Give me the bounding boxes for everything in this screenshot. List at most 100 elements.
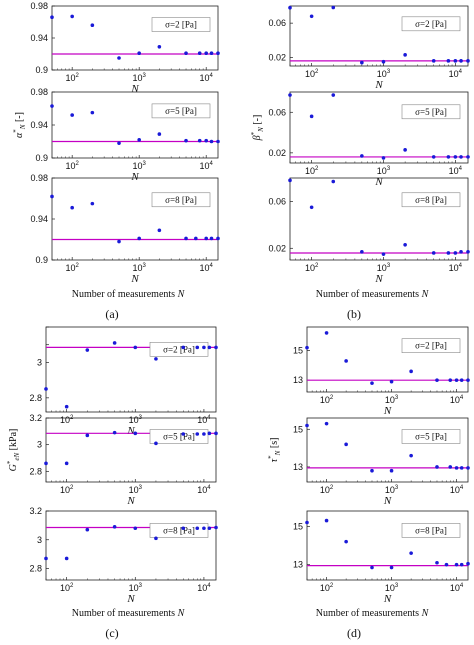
data-point [214,345,218,350]
x-axis-label: N [383,405,392,417]
x-tick-label: 104 [200,263,214,273]
x-tick-label: 102 [65,263,79,273]
data-point [112,430,117,435]
y-tick-label: 2.8 [29,564,42,574]
data-point [403,148,407,152]
data-point [466,250,470,254]
data-point [202,526,206,531]
data-point [370,381,374,385]
x-tick-label: 103 [377,69,391,79]
x-tick-label: 103 [129,583,143,593]
data-point [207,345,212,350]
y-tick-label: 0.9 [35,255,48,265]
y-tick-label: 2.8 [29,466,42,476]
y-tick-label: 13 [293,462,303,472]
data-point [431,59,436,63]
data-point [305,520,309,525]
data-point [50,194,54,199]
data-point [466,561,470,566]
x-axis-label: N [126,593,135,605]
data-point [216,236,220,241]
data-point [446,155,451,159]
y-tick-label: 3 [37,357,42,367]
data-point [204,236,208,241]
data-point [331,5,336,10]
data-point [389,379,394,384]
plot-frame [51,91,219,159]
subplot-d-2: 13 15 102 103 104 Nτ*N [s] σ=5 [Pa] [267,417,470,507]
data-point [117,141,121,145]
legend-text: σ=2 [Pa] [415,19,447,29]
data-point [309,114,314,119]
data-point [216,51,220,55]
y-tick-label: 0.94 [30,214,48,224]
panel-label-c: (c) [105,626,118,640]
legend-box [149,429,209,444]
legend-box [401,104,461,120]
legend-text: σ=5 [Pa] [165,106,197,116]
data-point [435,378,439,382]
data-point [435,560,439,565]
y-tick-label: 3 [37,535,42,545]
panel-label-b: (b) [347,307,361,321]
plot-frame [51,5,219,71]
data-point [331,179,336,184]
y-tick-label: 15 [293,424,303,434]
data-point [137,51,141,55]
y-tick-label: 0.02 [268,52,286,62]
data-point [154,357,158,361]
data-point [305,423,309,428]
subplot-a-1: 0.9 0.94 0.98 102 103 104 Nσ=2 [Pa] [30,1,220,95]
data-point [431,155,436,159]
data-point [381,59,386,64]
data-point [360,154,364,158]
data-point [381,252,386,256]
y-tick-label: 0.02 [268,243,286,253]
data-point [288,93,292,97]
data-point [453,251,458,255]
subplot-c-2: 2.8 3 3.2 102 103 104 N G*eN [kPa] σ=5 [Pa] [6,413,218,507]
subplot-d-3: 13 15 102 103 104 Nσ=8 [Pa] [293,510,470,605]
x-axis-title-b: Number of measurements N [316,289,430,300]
data-point [137,236,141,241]
data-point [50,15,54,19]
data-point [44,556,48,561]
plot-frame [45,417,217,483]
data-point [324,331,329,335]
y-tick-label: 0.98 [30,87,48,97]
data-point [431,251,436,255]
x-axis-label: N [126,425,135,437]
y-tick-label: 0.9 [35,153,48,163]
x-tick-label: 102 [320,485,334,495]
data-point [202,432,206,436]
legend-box [401,523,461,538]
legend-box [151,17,211,32]
data-point [454,378,459,382]
data-point [133,526,138,531]
x-tick-label: 102 [320,583,334,593]
data-point [214,525,218,530]
data-point [44,387,48,391]
data-point [453,155,458,159]
data-point [453,59,458,63]
x-tick-label: 102 [305,263,319,273]
x-tick-label: 103 [133,73,147,83]
data-point [181,526,186,531]
x-tick-label: 102 [65,161,79,171]
y-axis-label: α*N [-] [12,112,27,138]
y-tick-label: 0.9 [35,65,48,75]
data-point [85,348,90,352]
data-point [157,132,162,136]
data-point [112,341,117,345]
legend-text: σ=5 [Pa] [415,107,447,117]
data-point [209,51,214,55]
x-tick-label: 103 [377,166,391,176]
data-point [459,466,464,470]
data-point [466,378,470,382]
x-tick-label: 102 [60,415,74,425]
data-point [403,242,407,247]
panel-label-a: (a) [105,307,118,321]
x-tick-label: 102 [60,485,74,495]
x-tick-label: 103 [385,583,399,593]
